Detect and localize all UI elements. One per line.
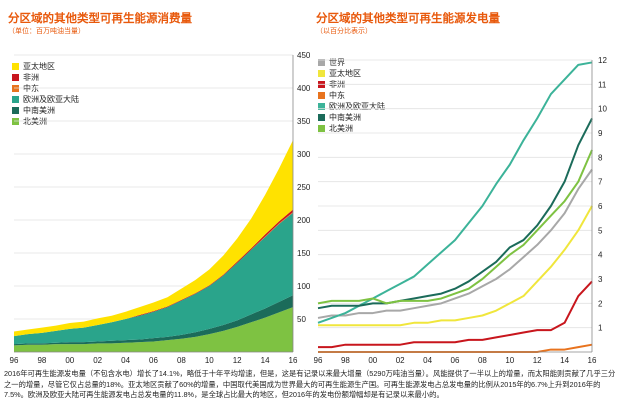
right-legend-swatch [318,125,325,132]
left-y-tick-label: 450 [297,51,311,60]
right-x-tick-label: 16 [588,356,597,365]
right-x-tick-label: 12 [533,356,542,365]
left-x-tick-label: 98 [37,356,46,365]
right-x-tick-label: 98 [341,356,350,365]
right-legend-label: 世界 [329,58,345,67]
right-legend-label: 中东 [329,91,345,100]
right-legend-label: 中南美洲 [329,113,361,122]
left-legend-label: 北美洲 [23,117,47,126]
left-x-tick-label: 16 [289,356,298,365]
line-series [318,343,593,353]
right-x-tick-label: 96 [314,356,323,365]
right-x-tick-label: 02 [396,356,405,365]
left-legend-item: 中南美洲 [12,105,79,116]
left-legend-label: 亚太地区 [23,62,55,71]
right-x-tick-label: 08 [478,356,487,365]
right-x-tick-label: 14 [560,356,569,365]
area-series [14,307,293,352]
right-legend-label: 北美洲 [329,124,353,133]
right-x-tick-label: 06 [451,356,460,365]
right-legend-item: 北美洲 [318,123,385,134]
left-legend-swatch [12,63,19,70]
left-y-tick-label: 300 [297,150,311,159]
left-legend-swatch [12,118,19,125]
right-y-tick-label: 9 [598,129,603,138]
right-y-tick-label: 1 [598,324,603,333]
left-y-tick-label: 100 [297,282,311,291]
left-x-tick-label: 04 [121,356,130,365]
right-legend-swatch [318,103,325,110]
line-series [318,205,593,327]
left-y-tick-label: 250 [297,183,311,192]
left-chart-title: 分区域的其他类型可再生能源消费量 [8,13,192,25]
right-legend-swatch [318,92,325,99]
right-x-tick-label: 10 [505,356,514,365]
left-legend-swatch [12,96,19,103]
line-series [317,149,593,305]
right-y-tick-label: 7 [598,178,603,187]
right-y-tick-label: 6 [598,202,603,211]
right-y-tick-label: 2 [598,299,603,308]
right-legend-item: 世界 [318,57,385,68]
left-x-tick-label: 10 [205,356,214,365]
line-series [317,117,593,310]
right-legend-item: 欧洲及欧亚大陆 [318,101,385,112]
left-legend-swatch [12,74,19,81]
left-x-tick-label: 14 [261,356,270,365]
left-y-tick-label: 350 [297,117,311,126]
area-series [14,212,293,345]
right-legend-label: 亚太地区 [329,69,361,78]
right-legend-swatch [318,70,325,77]
left-legend-swatch [12,107,19,114]
right-legend-swatch [318,59,325,66]
left-legend-label: 欧洲及欧亚大陆 [23,95,79,104]
left-y-tick-label: 50 [297,315,306,324]
right-chart-title: 分区域的其他类型可再生能源发电量 [316,13,500,25]
left-legend-item: 亚太地区 [12,61,79,72]
right-legend-label: 欧洲及欧亚大陆 [329,102,385,111]
left-y-tick-label: 400 [297,84,311,93]
left-x-tick-label: 06 [149,356,158,365]
left-legend-label: 中东 [23,84,39,93]
line-series [317,61,593,324]
left-x-tick-label: 00 [65,356,74,365]
right-x-tick-label: 00 [368,356,377,365]
right-y-tick-label: 10 [598,105,607,114]
line-series [318,280,593,349]
left-chart-legend: 亚太地区非洲中东欧洲及欧亚大陆 中南美洲北美洲 [12,61,79,127]
right-x-tick-label: 04 [423,356,432,365]
line-series [317,168,593,319]
right-y-tick-label: 4 [598,251,603,260]
left-chart-subtitle: （单位：百万吨油当量） [8,28,85,35]
left-y-tick-label: 200 [297,216,311,225]
right-y-tick-label: 11 [598,80,607,89]
left-legend-item: 非洲 [12,72,79,83]
left-legend-label: 中南美洲 [23,106,55,115]
left-legend-item: 中东 [12,83,79,94]
left-x-tick-label: 96 [10,356,19,365]
left-legend-item: 北美洲 [12,116,79,127]
right-chart-subtitle: （以百分比表示） [316,28,372,35]
right-y-tick-label: 3 [598,275,603,284]
left-y-tick-label: 150 [297,249,311,258]
right-legend-item: 亚太地区 [318,68,385,79]
right-legend-swatch [318,114,325,121]
left-x-tick-label: 02 [93,356,102,365]
right-legend-item: 中东 [318,90,385,101]
right-y-tick-label: 5 [598,226,603,235]
footnote-text: 2016年可再生能源发电量（不包含水电）增长了14.1%，略低于十年平均增速，但… [4,369,616,399]
left-legend-swatch [12,85,19,92]
left-x-tick-label: 08 [177,356,186,365]
left-legend-item: 欧洲及欧亚大陆 [12,94,79,105]
right-legend-item: 中南美洲 [318,112,385,123]
right-y-tick-label: 12 [598,56,607,65]
right-y-tick-label: 8 [598,153,603,162]
left-area-chart: 50 100 150 200 250 300 350 400 450 96 98 00 02 04 06 08… [10,51,311,365]
left-x-tick-label: 12 [233,356,242,365]
left-legend-label: 非洲 [23,73,39,82]
